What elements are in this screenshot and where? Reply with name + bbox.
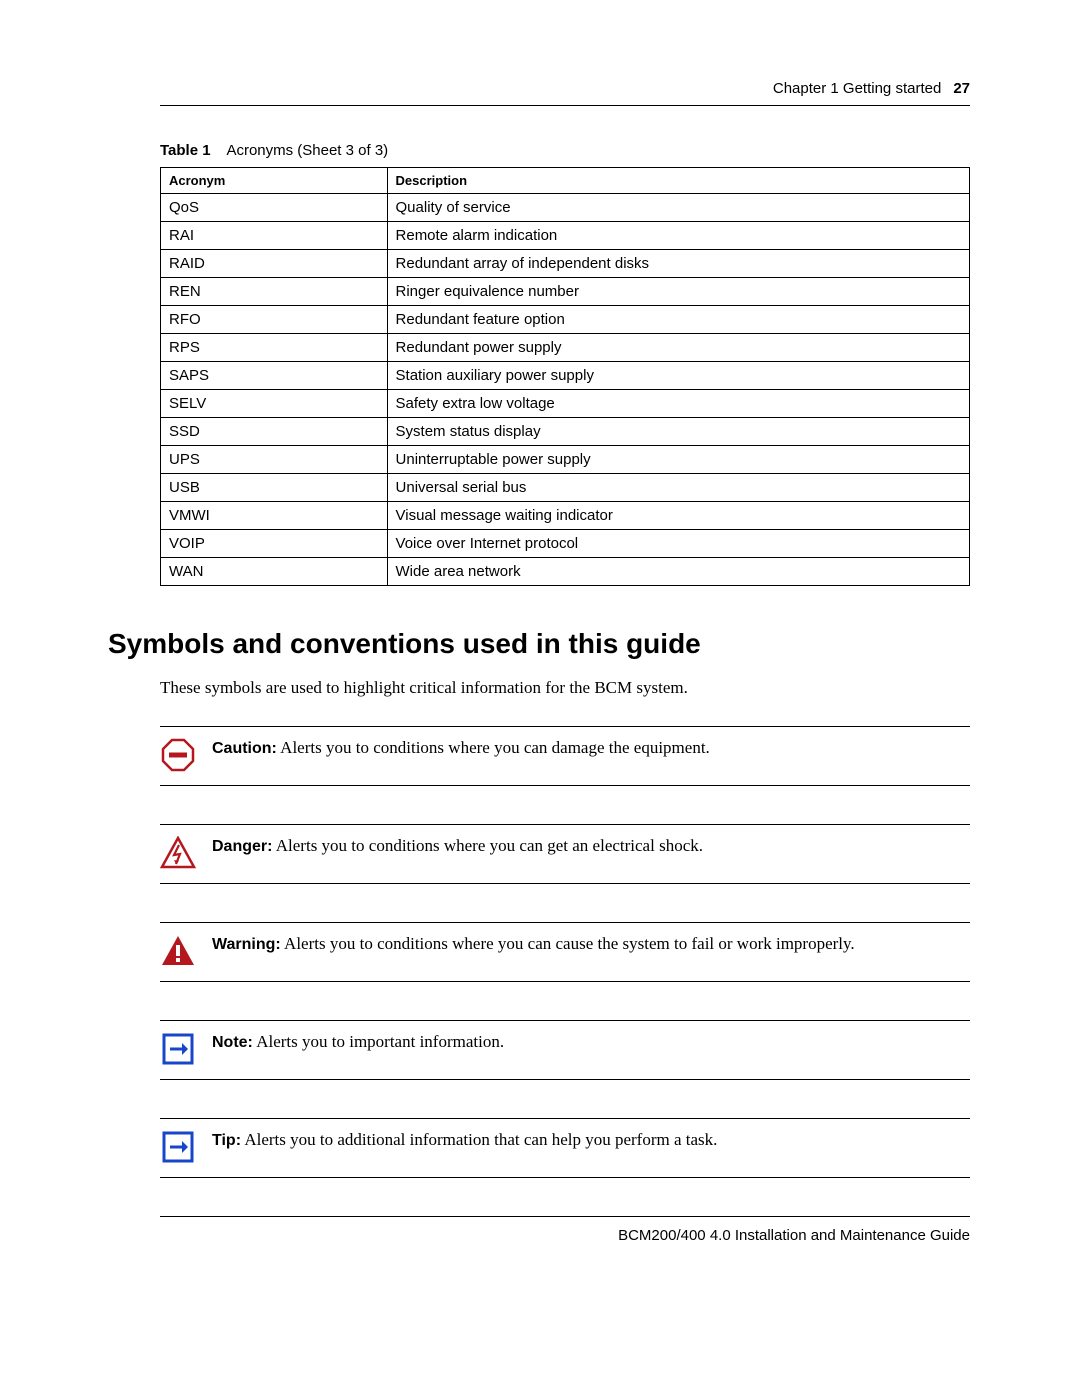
acronym-cell: USB xyxy=(161,474,388,502)
description-cell: Visual message waiting indicator xyxy=(387,502,969,530)
acronyms-table: Acronym Description QoSQuality of servic… xyxy=(160,167,970,586)
acronym-cell: VMWI xyxy=(161,502,388,530)
acronym-cell: UPS xyxy=(161,446,388,474)
note-icon xyxy=(160,1031,196,1067)
section-heading: Symbols and conventions used in this gui… xyxy=(108,628,970,660)
callout-body: Alerts you to conditions where you can d… xyxy=(277,738,710,757)
callout-note: Note: Alerts you to important informatio… xyxy=(160,1020,970,1080)
acronym-cell: RFO xyxy=(161,306,388,334)
acronym-cell: WAN xyxy=(161,558,388,586)
callout-body: Alerts you to additional information tha… xyxy=(241,1130,717,1149)
description-cell: Ringer equivalence number xyxy=(387,278,969,306)
callout-text: Tip: Alerts you to additional informatio… xyxy=(212,1129,970,1152)
acronym-cell: RAID xyxy=(161,250,388,278)
table-caption: Table 1 Acronyms (Sheet 3 of 3) xyxy=(160,142,970,159)
acronym-cell: SELV xyxy=(161,390,388,418)
description-cell: System status display xyxy=(387,418,969,446)
acronym-cell: RAI xyxy=(161,222,388,250)
callout-text: Note: Alerts you to important informatio… xyxy=(212,1031,970,1054)
footer-text: BCM200/400 4.0 Installation and Maintena… xyxy=(618,1227,970,1244)
callout-caution: Caution: Alerts you to conditions where … xyxy=(160,726,970,786)
table-header-row: Acronym Description xyxy=(161,168,970,194)
description-cell: Redundant power supply xyxy=(387,334,969,362)
table-row: WANWide area network xyxy=(161,558,970,586)
description-cell: Remote alarm indication xyxy=(387,222,969,250)
description-cell: Universal serial bus xyxy=(387,474,969,502)
table-row: RAIRemote alarm indication xyxy=(161,222,970,250)
table-title: Acronyms (Sheet 3 of 3) xyxy=(226,142,388,159)
callout-text: Danger: Alerts you to conditions where y… xyxy=(212,835,970,858)
caution-icon xyxy=(160,737,196,773)
table-row: SSDSystem status display xyxy=(161,418,970,446)
description-cell: Quality of service xyxy=(387,194,969,222)
callout-label: Tip: xyxy=(212,1132,241,1149)
acronym-cell: QoS xyxy=(161,194,388,222)
callout-warning: Warning: Alerts you to conditions where … xyxy=(160,922,970,982)
description-cell: Uninterruptable power supply xyxy=(387,446,969,474)
table-row: VMWIVisual message waiting indicator xyxy=(161,502,970,530)
section-intro: These symbols are used to highlight crit… xyxy=(160,678,970,698)
table-row: SELVSafety extra low voltage xyxy=(161,390,970,418)
acronym-cell: REN xyxy=(161,278,388,306)
table-row: RAIDRedundant array of independent disks xyxy=(161,250,970,278)
callout-label: Caution: xyxy=(212,740,277,757)
page-footer: BCM200/400 4.0 Installation and Maintena… xyxy=(160,1216,970,1244)
tip-icon xyxy=(160,1129,196,1165)
callout-text: Caution: Alerts you to conditions where … xyxy=(212,737,970,760)
callout-body: Alerts you to conditions where you can c… xyxy=(281,934,855,953)
table-row: QoSQuality of service xyxy=(161,194,970,222)
callout-body: Alerts you to important information. xyxy=(253,1032,504,1051)
acronym-cell: SAPS xyxy=(161,362,388,390)
table-row: UPSUninterruptable power supply xyxy=(161,446,970,474)
warning-icon xyxy=(160,933,196,969)
table-row: RPSRedundant power supply xyxy=(161,334,970,362)
chapter-label: Chapter 1 Getting started xyxy=(773,80,941,97)
table-row: SAPSStation auxiliary power supply xyxy=(161,362,970,390)
page-header: Chapter 1 Getting started 27 xyxy=(160,80,970,106)
acronym-cell: VOIP xyxy=(161,530,388,558)
acronym-cell: RPS xyxy=(161,334,388,362)
acronym-cell: SSD xyxy=(161,418,388,446)
table-row: RENRinger equivalence number xyxy=(161,278,970,306)
callout-tip: Tip: Alerts you to additional informatio… xyxy=(160,1118,970,1178)
description-cell: Wide area network xyxy=(387,558,969,586)
callout-body: Alerts you to conditions where you can g… xyxy=(272,836,703,855)
description-cell: Station auxiliary power supply xyxy=(387,362,969,390)
callout-label: Warning: xyxy=(212,936,281,953)
callout-label: Danger: xyxy=(212,838,272,855)
callout-danger: Danger: Alerts you to conditions where y… xyxy=(160,824,970,884)
description-cell: Safety extra low voltage xyxy=(387,390,969,418)
table-label: Table 1 xyxy=(160,142,211,159)
callout-text: Warning: Alerts you to conditions where … xyxy=(212,933,970,956)
col-header-acronym: Acronym xyxy=(161,168,388,194)
description-cell: Redundant array of independent disks xyxy=(387,250,969,278)
table-row: USBUniversal serial bus xyxy=(161,474,970,502)
page-container: Chapter 1 Getting started 27 Table 1 Acr… xyxy=(0,0,1080,1304)
page-number: 27 xyxy=(953,80,970,97)
col-header-description: Description xyxy=(387,168,969,194)
table-row: RFORedundant feature option xyxy=(161,306,970,334)
danger-icon xyxy=(160,835,196,871)
table-row: VOIPVoice over Internet protocol xyxy=(161,530,970,558)
description-cell: Redundant feature option xyxy=(387,306,969,334)
description-cell: Voice over Internet protocol xyxy=(387,530,969,558)
callout-label: Note: xyxy=(212,1034,253,1051)
